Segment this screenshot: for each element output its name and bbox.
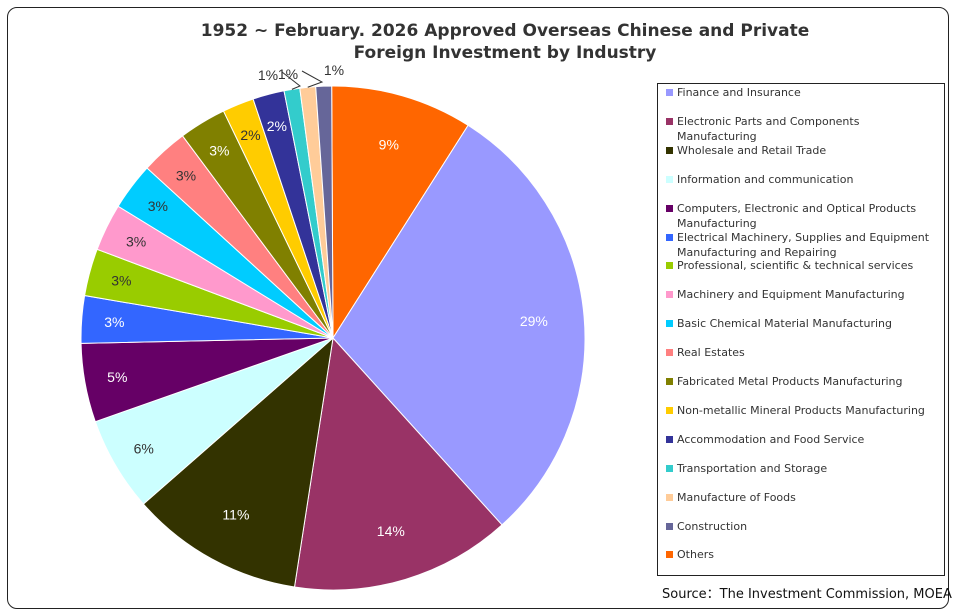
legend-label: Information and communication — [677, 172, 854, 186]
data-label: 2% — [267, 118, 287, 134]
data-label: 3% — [104, 314, 124, 330]
legend-swatch — [666, 378, 673, 385]
legend-item: Computers, Electronic and Optical Produc… — [666, 201, 941, 231]
legend-item: Basic Chemical Material Manufacturing — [666, 316, 941, 331]
legend-swatch — [666, 175, 673, 183]
legend-item: Accommodation and Food Service — [666, 432, 941, 447]
title-line-1: 1952 ~ February. 2026 Approved Overseas … — [200, 21, 810, 41]
data-label: 3% — [209, 142, 229, 158]
data-label: 11% — [222, 507, 249, 523]
pie-slice — [142, 336, 334, 588]
legend-swatch — [666, 89, 673, 96]
pie-slice — [332, 124, 586, 526]
legend-swatch — [666, 522, 673, 530]
data-label: 3% — [126, 234, 146, 250]
legend-label: Machinery and Equipment Manufacturing — [677, 288, 905, 302]
legend-item: Real Estates — [666, 345, 941, 360]
legend-label: Computers, Electronic and Optical Produc… — [677, 201, 917, 230]
legend-label: Accommodation and Food Service — [677, 432, 865, 446]
legend-item: Machinery and Equipment Manufacturing — [666, 287, 941, 302]
title-line-2: Foreign Investment by Industry — [353, 43, 657, 63]
pie-slice — [293, 336, 503, 591]
legend-label: Real Estates — [677, 346, 745, 360]
legend-item: Non-metallic Mineral Products Manufactur… — [666, 403, 941, 418]
legend: Finance and Insurance Electronic Parts an… — [657, 83, 945, 576]
legend-swatch — [666, 406, 673, 414]
data-label: 6% — [134, 441, 154, 457]
legend-item: Construction — [666, 519, 941, 534]
legend-swatch — [666, 117, 673, 125]
legend-label: Professional, scientific & technical ser… — [677, 259, 914, 273]
legend-swatch — [666, 233, 673, 241]
legend-swatch — [666, 349, 673, 357]
legend-swatch — [666, 435, 673, 443]
data-label: 1% — [324, 62, 344, 78]
legend-item: Others — [666, 547, 941, 562]
legend-swatch — [666, 320, 673, 328]
legend-label: Electronic Parts and Components Manufact… — [677, 114, 860, 143]
leader-line — [301, 70, 324, 88]
data-label: 3% — [111, 273, 131, 289]
legend-label: Construction — [677, 519, 748, 533]
chart-frame — [7, 7, 949, 609]
legend-swatch — [666, 291, 673, 299]
data-label: 1% — [258, 67, 278, 83]
legend-swatch — [666, 262, 673, 270]
legend-item: Fabricated Metal Products Manufacturing — [666, 374, 941, 389]
legend-swatch — [666, 464, 673, 472]
source-note: Source：The Investment Commission, MOEA — [662, 587, 952, 602]
legend-item: Transportation and Storage — [666, 461, 941, 476]
legend-item: Finance and Insurance — [666, 85, 941, 100]
data-label: 9% — [379, 136, 399, 152]
legend-item: Wholesale and Retail Trade — [666, 143, 941, 158]
legend-swatch — [666, 551, 673, 559]
legend-item: Professional, scientific & technical ser… — [666, 258, 941, 273]
legend-label: Finance and Insurance — [677, 86, 801, 99]
legend-item: Electronic Parts and Components Manufact… — [666, 114, 941, 144]
data-label: 5% — [107, 369, 127, 385]
legend-label: Others — [677, 548, 714, 562]
legend-label: Fabricated Metal Products Manufacturing — [677, 375, 903, 388]
data-label: 14% — [377, 523, 405, 539]
legend-swatch — [666, 493, 673, 501]
legend-item: Electrical Machinery, Supplies and Equip… — [666, 230, 941, 260]
data-label: 3% — [148, 198, 168, 214]
legend-label: Electrical Machinery, Supplies and Equip… — [677, 230, 930, 259]
data-label: 1% — [278, 66, 298, 82]
pie-slice — [315, 85, 334, 339]
legend-label: Transportation and Storage — [677, 461, 828, 475]
legend-label: Manufacture of Foods — [677, 490, 796, 504]
data-label: 2% — [240, 127, 260, 143]
legend-label: Basic Chemical Material Manufacturing — [677, 317, 892, 331]
legend-item: Manufacture of Foods — [666, 490, 941, 505]
data-label: 29% — [520, 313, 548, 329]
data-label: 3% — [176, 167, 196, 183]
leader-line — [281, 71, 301, 90]
legend-swatch — [666, 204, 673, 212]
pie-slice — [331, 85, 469, 340]
legend-label: Wholesale and Retail Trade — [677, 143, 827, 157]
legend-item: Information and communication — [666, 172, 941, 187]
chart-title: 1952 ~ February. 2026 Approved Overseas … — [190, 20, 820, 64]
legend-label: Non-metallic Mineral Products Manufactur… — [677, 403, 925, 417]
legend-swatch — [666, 146, 673, 154]
